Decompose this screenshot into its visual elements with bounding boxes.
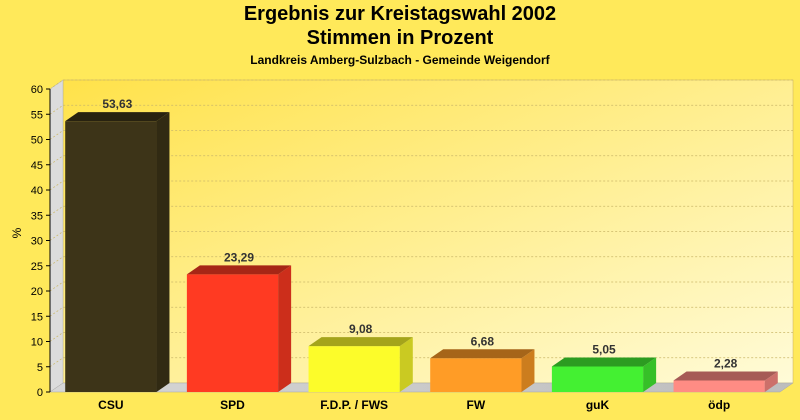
gridline <box>49 256 793 267</box>
y-tick-label: 30 <box>31 236 43 248</box>
y-tick-label: 50 <box>31 135 43 147</box>
bar-side <box>156 112 170 392</box>
data-label: 6,68 <box>471 334 495 348</box>
bar-ödp <box>673 371 778 392</box>
y-tick-label: 35 <box>31 210 43 222</box>
y-tick-label: 25 <box>31 261 43 273</box>
bar-fw <box>430 349 535 392</box>
x-tick-label: FW <box>467 398 486 412</box>
data-label: 23,29 <box>224 250 254 264</box>
bar-top <box>308 337 413 347</box>
bar-side <box>278 265 292 392</box>
y-tick-label: 45 <box>31 160 43 172</box>
gridline <box>49 332 793 342</box>
bar-side <box>764 371 778 392</box>
x-tick-label: ödp <box>708 398 730 412</box>
gridline <box>49 205 793 216</box>
bar-front <box>186 274 279 392</box>
bar-top <box>673 371 778 381</box>
chart-caption: Landkreis Amberg-Sulzbach - Gemeinde Wei… <box>250 53 550 67</box>
plot-side-wall <box>49 79 64 393</box>
bar-front <box>65 121 157 392</box>
bar-guk <box>551 357 657 392</box>
bar-side <box>643 357 657 392</box>
bar-side <box>399 337 413 392</box>
bar-csu <box>65 112 170 392</box>
bar-front <box>430 358 522 392</box>
y-tick-label: 15 <box>31 311 43 323</box>
x-tick-label: CSU <box>98 398 123 412</box>
data-label: 5,05 <box>592 342 616 356</box>
bar-front <box>551 366 644 392</box>
bar-side <box>521 349 535 392</box>
bar-top <box>430 349 535 359</box>
bar-front <box>673 380 765 392</box>
bar-spd <box>186 265 292 392</box>
gridline <box>49 130 793 140</box>
y-tick-label: 60 <box>31 84 43 96</box>
y-tick-label: 20 <box>31 286 43 298</box>
y-tick-label: 55 <box>31 109 43 121</box>
gridline <box>49 281 793 292</box>
y-axis-label: % <box>10 227 24 238</box>
bar-f-d-p-fws <box>308 337 413 392</box>
data-label: 2,28 <box>714 356 738 370</box>
bar-front <box>308 346 400 392</box>
y-tick-label: 40 <box>31 185 43 197</box>
gridline <box>49 79 793 90</box>
gridline <box>49 155 793 166</box>
gridline <box>49 180 793 191</box>
data-label: 53,63 <box>102 97 132 111</box>
y-tick-label: 5 <box>37 362 43 374</box>
x-tick-label: guK <box>586 398 610 412</box>
gridline <box>49 306 793 317</box>
chart-title: Ergebnis zur Kreistagswahl 2002 <box>243 3 557 25</box>
y-tick-label: 10 <box>31 337 43 349</box>
bar-top <box>65 112 170 122</box>
gridline <box>49 357 793 368</box>
bar-top <box>186 265 292 275</box>
y-tick-label: 0 <box>37 387 43 399</box>
x-tick-label: SPD <box>220 398 245 412</box>
chart-subtitle: Stimmen in Prozent <box>306 27 494 49</box>
gridline <box>49 231 793 241</box>
bar-top <box>551 357 657 367</box>
gridline <box>49 104 793 115</box>
data-label: 9,08 <box>349 322 373 336</box>
x-tick-label: F.D.P. / FWS <box>320 398 388 412</box>
